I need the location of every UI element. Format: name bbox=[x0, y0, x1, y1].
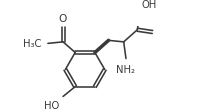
Text: NH₂: NH₂ bbox=[116, 64, 135, 74]
Text: HO: HO bbox=[44, 100, 59, 110]
Text: O: O bbox=[59, 14, 67, 24]
Text: OH: OH bbox=[142, 0, 157, 10]
Text: H₃C: H₃C bbox=[23, 39, 41, 49]
